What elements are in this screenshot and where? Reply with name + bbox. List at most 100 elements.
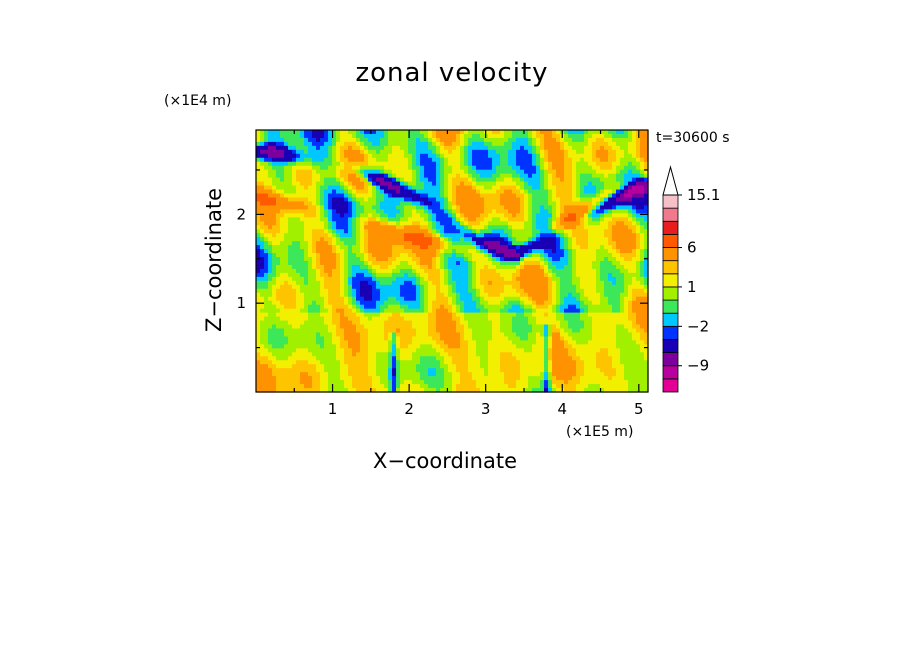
field-cell bbox=[448, 312, 453, 318]
field-cell bbox=[600, 300, 605, 306]
field-cell bbox=[476, 173, 481, 179]
field-cell bbox=[492, 133, 497, 139]
field-cell bbox=[356, 177, 361, 183]
field-cell bbox=[616, 237, 621, 242]
field-cell bbox=[308, 165, 313, 171]
field-cell bbox=[588, 193, 593, 199]
field-cell bbox=[288, 312, 293, 318]
field-cell bbox=[280, 296, 285, 302]
field-cell bbox=[620, 264, 625, 270]
field-cell bbox=[568, 193, 573, 199]
field-cell bbox=[264, 288, 269, 294]
field-cell bbox=[572, 185, 577, 191]
field-cell bbox=[636, 157, 641, 163]
field-cell bbox=[640, 316, 645, 322]
field-cell bbox=[528, 257, 533, 262]
field-cell bbox=[440, 257, 445, 262]
field-cell bbox=[324, 145, 329, 151]
field-cell bbox=[608, 304, 613, 310]
field-cell bbox=[504, 237, 509, 242]
field-cell bbox=[600, 292, 605, 298]
field-cell bbox=[340, 177, 345, 183]
field-cell bbox=[316, 237, 321, 242]
field-cell bbox=[284, 272, 289, 278]
field-cell bbox=[376, 153, 381, 159]
field-cell bbox=[516, 141, 521, 147]
field-cell bbox=[460, 288, 465, 294]
field-cell bbox=[344, 153, 349, 159]
field-cell bbox=[312, 233, 317, 238]
field-cell bbox=[580, 153, 585, 159]
field-cell bbox=[400, 225, 405, 230]
field-cell bbox=[584, 181, 589, 187]
field-cell bbox=[420, 237, 425, 242]
field-cell bbox=[632, 320, 637, 326]
field-cell bbox=[400, 169, 405, 175]
field-cell bbox=[508, 225, 513, 230]
field-cell bbox=[372, 193, 377, 199]
field-cell bbox=[600, 249, 605, 254]
field-cell bbox=[452, 197, 457, 203]
field-cell bbox=[304, 245, 309, 250]
field-cell bbox=[388, 257, 393, 262]
field-cell bbox=[380, 130, 385, 135]
field-cell bbox=[348, 173, 353, 179]
field-cell bbox=[304, 292, 309, 298]
field-cell bbox=[492, 189, 497, 195]
field-cell bbox=[356, 249, 361, 254]
field-cell bbox=[476, 177, 481, 183]
field-cell bbox=[332, 300, 337, 306]
field-cell bbox=[284, 149, 289, 155]
field-cell bbox=[364, 149, 369, 155]
field-cell bbox=[300, 213, 305, 218]
field-cell bbox=[464, 241, 469, 246]
field-cell bbox=[616, 261, 621, 266]
field-cell bbox=[336, 213, 341, 218]
field-cell bbox=[416, 141, 421, 147]
field-cell bbox=[536, 253, 541, 258]
field-cell bbox=[396, 153, 401, 159]
field-cell bbox=[352, 197, 357, 203]
field-cell bbox=[284, 205, 289, 210]
field-cell bbox=[356, 284, 361, 290]
field-cell bbox=[276, 157, 281, 163]
field-cell bbox=[456, 261, 461, 266]
field-cell bbox=[444, 280, 449, 286]
field-cell bbox=[268, 217, 273, 222]
field-cell bbox=[428, 261, 433, 266]
field-cell bbox=[408, 197, 413, 203]
field-cell bbox=[316, 257, 321, 262]
field-cell bbox=[600, 288, 605, 294]
field-cell bbox=[452, 137, 457, 143]
field-cell bbox=[328, 324, 333, 330]
field-cell bbox=[508, 257, 513, 262]
field-cell bbox=[456, 284, 461, 290]
field-cell bbox=[440, 292, 445, 298]
field-cell bbox=[268, 328, 273, 334]
field-cell bbox=[380, 181, 385, 187]
field-cell bbox=[292, 165, 297, 171]
field-cell bbox=[308, 197, 313, 203]
field-cell bbox=[616, 308, 621, 314]
field-cell bbox=[584, 280, 589, 286]
field-cell bbox=[628, 213, 633, 218]
field-cell bbox=[520, 292, 525, 298]
field-cell bbox=[344, 264, 349, 270]
field-cell bbox=[520, 304, 525, 310]
field-cell bbox=[496, 189, 501, 195]
field-cell bbox=[396, 141, 401, 147]
field-cell bbox=[444, 157, 449, 163]
field-cell bbox=[452, 320, 457, 326]
field-cell bbox=[360, 229, 365, 234]
field-cell bbox=[292, 221, 297, 226]
field-cell bbox=[520, 169, 525, 175]
field-cell bbox=[260, 161, 265, 167]
field-cell bbox=[396, 237, 401, 242]
field-cell bbox=[264, 249, 269, 254]
field-cell bbox=[296, 253, 301, 258]
field-cell bbox=[508, 264, 513, 270]
field-cell bbox=[584, 249, 589, 254]
field-cell bbox=[460, 241, 465, 246]
field-cell bbox=[604, 320, 609, 326]
field-cell bbox=[280, 288, 285, 294]
